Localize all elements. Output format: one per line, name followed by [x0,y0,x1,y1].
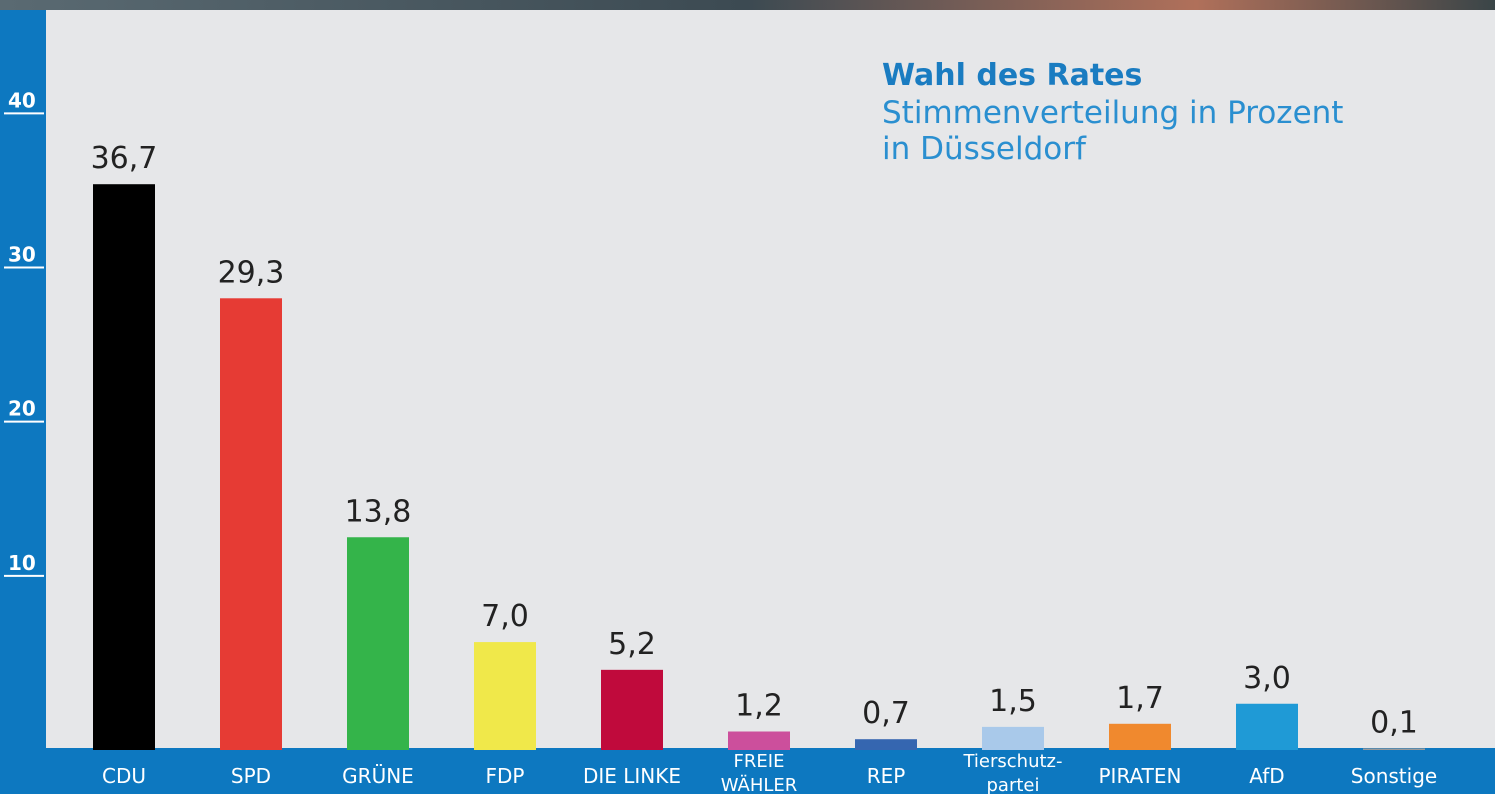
y-tick-label: 30 [8,243,36,267]
x-tick-label: FDP [486,764,525,788]
photo-strip [0,0,1495,10]
chart-subtitle: in Düsseldorf [882,131,1087,167]
value-label: 1,5 [989,684,1037,719]
y-tick-label: 40 [8,88,36,112]
x-tick-label: FREIE [734,751,785,772]
category-band [0,748,1495,794]
value-label: 5,2 [608,627,656,662]
bar [982,726,1044,750]
bar [1363,748,1425,750]
axis-band [0,10,46,794]
value-label: 1,7 [1116,681,1164,716]
bar [601,669,663,750]
value-label: 3,0 [1243,661,1291,696]
x-tick-label: partei [987,775,1040,794]
y-tick-label: 20 [8,397,36,421]
x-tick-label: AfD [1249,764,1284,788]
x-tick-label: WÄHLER [721,775,798,794]
value-label: 7,0 [481,599,529,634]
bar [93,184,155,751]
value-label: 0,7 [862,696,910,731]
x-tick-label: PIRATEN [1099,764,1182,788]
x-tick-label: REP [867,764,906,788]
bar [347,537,409,750]
value-label: 1,2 [735,689,783,724]
bar [1236,703,1298,750]
value-label: 0,1 [1370,705,1418,740]
chart-subtitle: Stimmenverteilung in Prozent [882,95,1343,131]
bar [220,298,282,750]
x-tick-label: Sonstige [1351,764,1437,788]
x-tick-label: DIE LINKE [583,764,681,788]
x-tick-label: Tierschutz- [962,751,1062,772]
bar [474,642,536,750]
chart-title: Wahl des Rates [882,58,1142,93]
x-tick-label: CDU [102,764,146,788]
value-label: 29,3 [218,255,285,290]
x-tick-label: GRÜNE [342,764,414,788]
x-tick-label: SPD [231,764,271,788]
y-tick-label: 10 [8,551,36,575]
value-label: 36,7 [91,141,158,176]
bar [728,731,790,750]
bar [855,739,917,750]
value-label: 13,8 [345,494,412,529]
bar [1109,723,1171,750]
